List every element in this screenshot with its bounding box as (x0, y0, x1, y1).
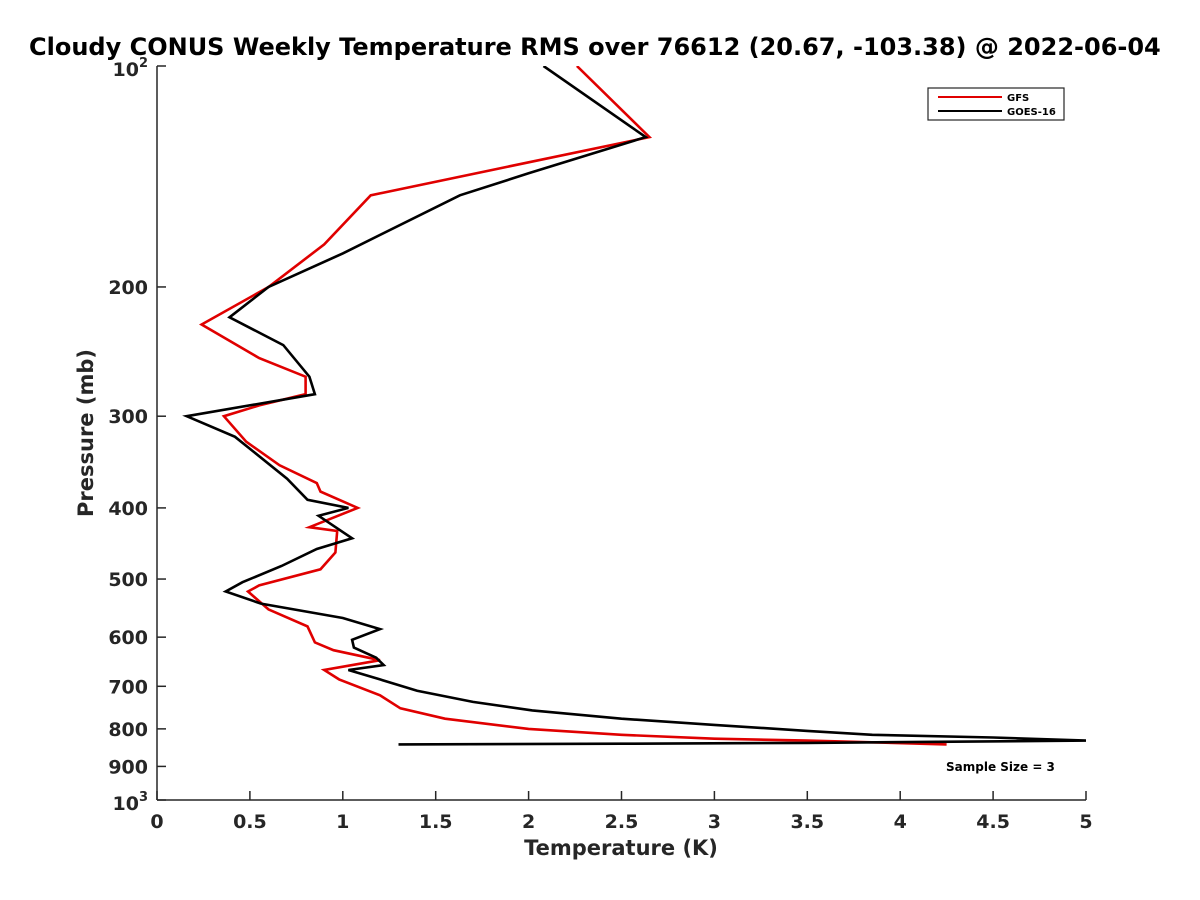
y-tick-label: 200 (108, 277, 148, 299)
x-ticks: 0 0.5 1 1.5 2 2.5 3 3.5 4 4.5 5 (150, 791, 1092, 833)
series-layer (187, 66, 1086, 744)
legend-label-gfs: GFS (1007, 93, 1029, 104)
chart-title: Cloudy CONUS Weekly Temperature RMS over… (29, 33, 1161, 61)
plot-area: 0 0.5 1 1.5 2 2.5 3 3.5 4 4.5 5 102200300400500600… (108, 56, 1092, 833)
legend-label-goes-16: GOES-16 (1007, 107, 1056, 118)
x-tick-label: 2.5 (605, 811, 639, 833)
y-tick-label: 400 (108, 498, 148, 520)
y-tick-label: 500 (108, 569, 148, 591)
sample-size-annotation: Sample Size = 3 (946, 760, 1055, 774)
x-tick-label: 1 (336, 811, 349, 833)
y-tick-label: 300 (108, 406, 148, 428)
series-line-goes-16 (187, 66, 1086, 744)
series-line-gfs (202, 66, 947, 744)
y-tick-label: 102 (113, 56, 149, 81)
x-tick-label: 3 (708, 811, 721, 833)
x-tick-label: 5 (1079, 811, 1092, 833)
x-tick-label: 0.5 (233, 811, 267, 833)
x-tick-label: 4 (894, 811, 907, 833)
y-tick-label: 600 (108, 627, 148, 649)
y-axis-label: Pressure (mb) (74, 349, 98, 517)
chart: Cloudy CONUS Weekly Temperature RMS over… (0, 0, 1200, 900)
x-tick-label: 2 (522, 811, 535, 833)
y-tick-label: 900 (108, 756, 148, 778)
y-tick-base: 10 (113, 793, 139, 815)
x-axis-label: Temperature (K) (524, 836, 718, 860)
y-tick-exponent: 2 (139, 56, 148, 71)
x-tick-label: 1.5 (419, 811, 453, 833)
x-tick-label: 0 (150, 811, 163, 833)
y-tick-label: 103 (113, 790, 149, 815)
legend: GFS GOES-16 (928, 88, 1064, 120)
y-tick-exponent: 3 (139, 790, 148, 805)
x-tick-label: 4.5 (976, 811, 1010, 833)
y-tick-label: 800 (108, 719, 148, 741)
x-tick-label: 3.5 (790, 811, 824, 833)
y-tick-label: 700 (108, 676, 148, 698)
y-tick-base: 10 (113, 59, 139, 81)
